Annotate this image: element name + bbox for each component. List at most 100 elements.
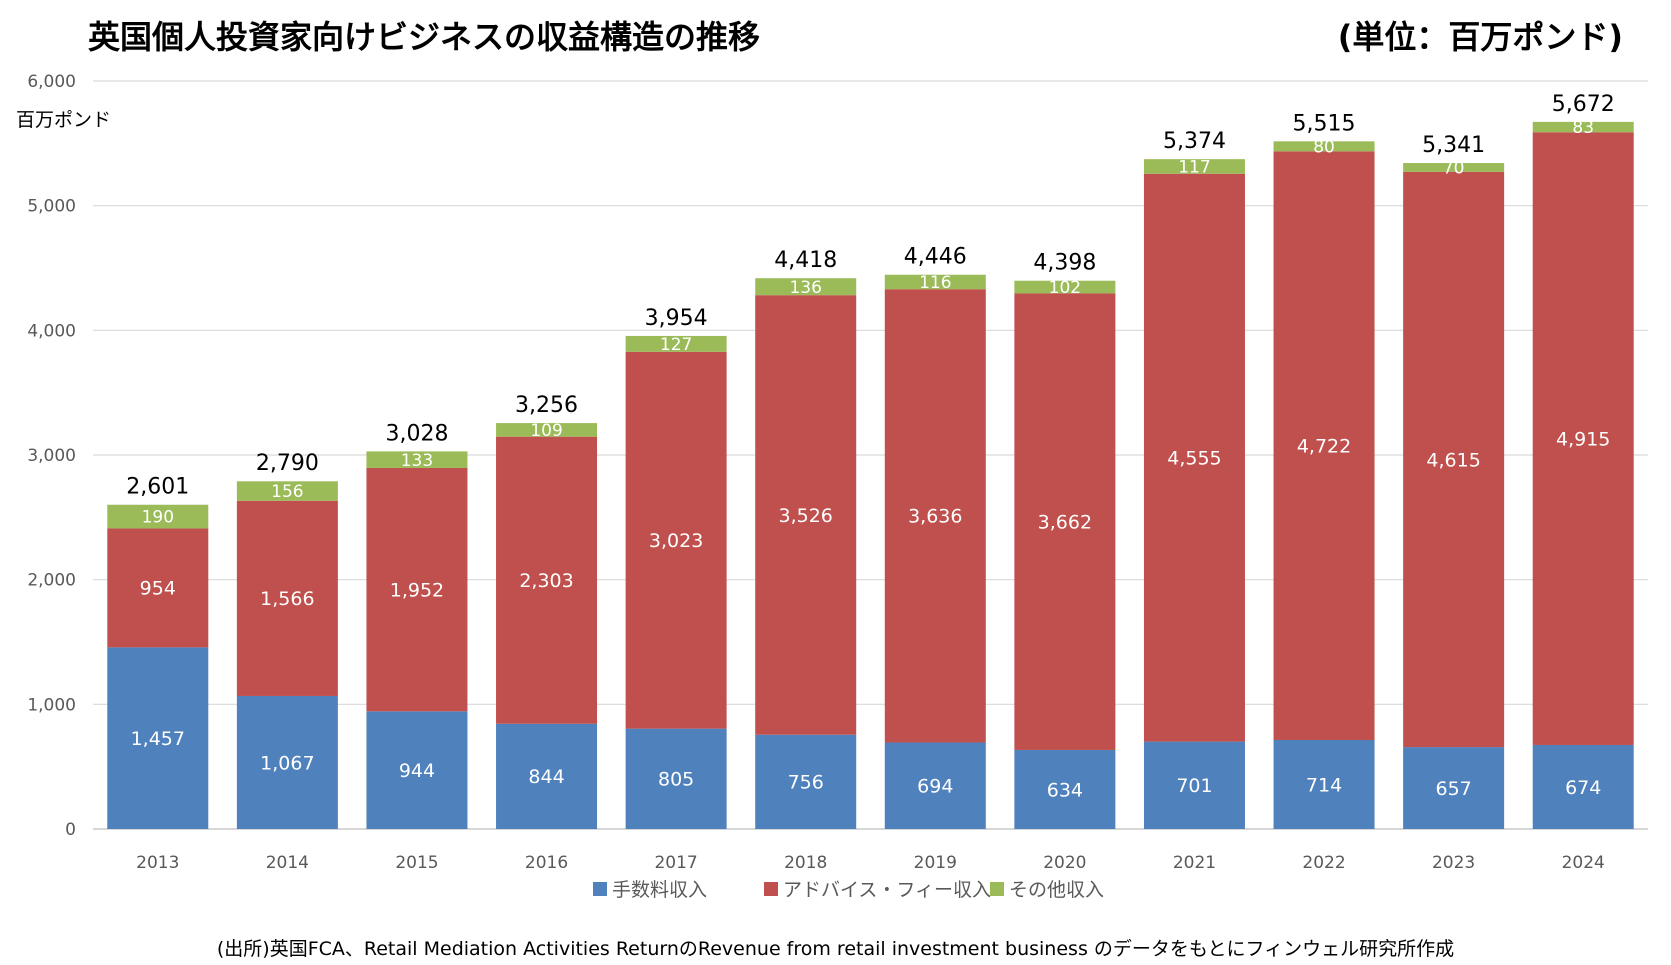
y-tick-label: 4,000 xyxy=(27,321,76,341)
data-labels: 1,457 954 190 2,601 1,067 1,566 156 2,790 944 1,9… xyxy=(126,92,1614,801)
bar-fee xyxy=(236,695,338,829)
bar-advice xyxy=(625,351,727,729)
bar-other xyxy=(625,335,727,352)
bar-fee xyxy=(625,728,727,829)
unit-label: (単位：百万ポンド) xyxy=(1337,18,1623,56)
bar-fee xyxy=(1403,747,1505,829)
data-label: 116 xyxy=(919,273,951,293)
total-label: 3,954 xyxy=(645,306,708,331)
y-tick-label: 5,000 xyxy=(27,197,76,217)
total-label: 2,601 xyxy=(126,475,189,500)
data-label: 694 xyxy=(917,776,953,798)
x-tick-label: 2013 xyxy=(136,853,179,873)
bar-fee xyxy=(107,647,209,829)
data-label: 657 xyxy=(1435,778,1471,800)
bar-advice xyxy=(1143,173,1245,742)
bar-other xyxy=(1403,163,1505,172)
gridlines xyxy=(93,80,1648,830)
data-label: 701 xyxy=(1176,775,1212,797)
x-tick-label: 2023 xyxy=(1432,853,1475,873)
y-tick-label: 2,000 xyxy=(27,571,76,591)
bar-fee xyxy=(755,734,857,829)
x-tick-label: 2016 xyxy=(525,853,568,873)
data-label: 674 xyxy=(1565,777,1601,799)
data-label: 1,952 xyxy=(390,579,444,601)
bar-advice xyxy=(755,295,857,735)
total-label: 3,256 xyxy=(515,393,578,418)
bar-advice xyxy=(884,289,986,743)
data-label: 1,457 xyxy=(131,728,185,750)
data-label: 844 xyxy=(528,766,564,788)
legend-label: その他収入 xyxy=(1009,879,1104,901)
total-label: 5,374 xyxy=(1163,129,1226,154)
bar-other xyxy=(884,274,986,290)
x-tick-label: 2022 xyxy=(1302,853,1345,873)
x-tick-label: 2020 xyxy=(1043,853,1086,873)
bar-fee xyxy=(1014,749,1116,829)
bar-other xyxy=(107,504,209,529)
data-label: 4,722 xyxy=(1297,435,1351,457)
data-label: 109 xyxy=(530,421,562,441)
bar-fee xyxy=(1143,741,1245,829)
y-axis-label: 百万ポンド xyxy=(16,109,111,131)
bar-advice xyxy=(366,467,468,712)
legend-label: 手数料収入 xyxy=(612,879,707,901)
y-tick-label: 0 xyxy=(65,820,76,840)
x-tick-label: 2019 xyxy=(914,853,957,873)
legend-label: アドバイス・フィー収入 xyxy=(783,879,991,901)
bar-other xyxy=(496,423,598,437)
bar-other xyxy=(1273,141,1375,152)
legend-swatch-fee xyxy=(593,882,607,896)
x-axis-ticks: 2013 2014 2015 2016 2017 2018 2019 2020 2021 2022… xyxy=(136,853,1605,873)
total-label: 5,341 xyxy=(1422,133,1485,158)
data-label: 3,526 xyxy=(779,505,833,527)
bar-advice xyxy=(1403,171,1505,748)
stacked-bar-chart: 0 1,000 2,000 3,000 4,000 5,000 6,000 百万ポンド 1,… xyxy=(16,72,1648,901)
y-axis-ticks: 0 1,000 2,000 3,000 4,000 5,000 6,000 xyxy=(27,72,76,840)
data-label: 102 xyxy=(1049,278,1081,298)
bar-advice xyxy=(1273,151,1375,740)
bar-fee xyxy=(496,723,598,829)
total-label: 4,418 xyxy=(774,248,837,273)
data-label: 756 xyxy=(788,772,824,794)
bar-other xyxy=(1143,159,1245,174)
legend-swatch-advice xyxy=(764,882,778,896)
data-label: 954 xyxy=(140,578,176,600)
data-label: 1,067 xyxy=(260,752,314,774)
bar-other xyxy=(755,278,857,296)
bar-other xyxy=(366,451,468,468)
bar-other xyxy=(236,481,338,501)
data-label: 3,023 xyxy=(649,530,703,552)
data-label: 190 xyxy=(142,508,174,528)
data-label: 805 xyxy=(658,769,694,791)
y-tick-label: 3,000 xyxy=(27,446,76,466)
bar-advice xyxy=(1532,132,1634,745)
x-tick-label: 2015 xyxy=(395,853,438,873)
data-label: 4,555 xyxy=(1167,448,1221,470)
total-label: 2,790 xyxy=(256,451,319,476)
bar-advice xyxy=(107,528,209,648)
data-label: 117 xyxy=(1178,158,1210,178)
x-tick-label: 2014 xyxy=(266,853,309,873)
data-label: 70 xyxy=(1443,159,1465,179)
data-label: 714 xyxy=(1306,774,1342,796)
data-label: 3,636 xyxy=(908,506,962,528)
legend: 手数料収入 アドバイス・フィー収入 その他収入 xyxy=(593,879,1104,901)
total-label: 3,028 xyxy=(385,422,448,447)
total-label: 5,515 xyxy=(1293,111,1356,136)
x-tick-label: 2018 xyxy=(784,853,827,873)
data-label: 133 xyxy=(401,451,433,471)
source-note: (出所)英国FCA、Retail Mediation Activities Re… xyxy=(216,938,1455,960)
legend-swatch-other xyxy=(990,882,1004,896)
total-label: 4,446 xyxy=(904,245,967,270)
data-label: 944 xyxy=(399,760,435,782)
data-label: 634 xyxy=(1047,779,1083,801)
data-label: 1,566 xyxy=(260,588,314,610)
bars xyxy=(107,121,1634,829)
bar-advice xyxy=(236,500,338,696)
data-label: 127 xyxy=(660,335,692,355)
x-tick-label: 2021 xyxy=(1173,853,1216,873)
bar-other xyxy=(1014,280,1116,294)
bar-advice xyxy=(1014,293,1116,750)
data-label: 136 xyxy=(789,278,821,298)
